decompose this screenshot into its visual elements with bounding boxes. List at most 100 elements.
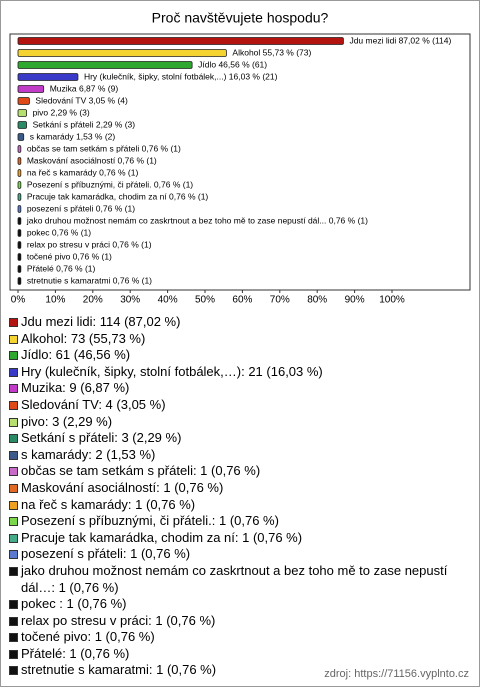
bar [17,85,45,93]
bar-label: jako druhou možnost nemám co zaskrtnout … [26,215,368,225]
legend-label: na řeč s kamarády: 1 (0,76 %) [21,496,196,512]
bar-label: Setkání s přáteli 2,29 % (3) [33,119,136,129]
bar-label: točené pivo 0,76 % (1) [27,251,112,261]
x-tick-label: 20% [83,295,103,306]
x-tick-label: 40% [158,295,178,306]
bar [17,229,22,237]
legend-entry: občas se tam setkám s přáteli: 1 (0,76 %… [9,463,471,480]
bar-label: Přátelé 0,76 % (1) [27,263,96,273]
x-tick-label: 80% [307,295,327,306]
legend-entry: na řeč s kamarády: 1 (0,76 %) [9,497,471,514]
legend-entry: Jdu mezi lidi: 114 (87,02 %) [9,314,471,331]
bar [17,181,22,189]
legend-label: Maskování asociálností: 1 (0,76 %) [21,479,224,495]
legend-swatch [9,517,18,527]
legend-swatch [9,616,18,626]
bar-label: stretnutie s kamaratmi 0,76 % (1) [27,275,152,285]
bar-label: Sledování TV 3,05 % (4) [35,95,128,105]
bar [17,277,22,285]
legend-swatch [9,666,18,676]
plot-frame [9,33,471,291]
bar-label: pivo 2,29 % (3) [33,107,90,117]
legend-label: Hry (kulečník, šipky, stolní fotbálek,…)… [21,363,323,379]
source: zdroj: https://71156.vyplnto.cz [324,668,469,680]
legend-entry: Přátelé: 1 (0,76 %) [9,646,471,663]
legend-entry: Sledování TV: 4 (3,05 %) [9,397,471,414]
legend-entry: Posezení s příbuznými, či přáteli.: 1 (0… [9,513,471,530]
x-tick-label: 90% [345,295,365,306]
legend-label: posezení s přáteli: 1 (0,76 %) [21,546,191,562]
legend-entry: Jídlo: 61 (46,56 %) [9,347,471,364]
x-tick-label: 50% [195,295,215,306]
legend-entry: Muzika: 9 (6,87 %) [9,380,471,397]
legend-entry: Maskování asociálností: 1 (0,76 %) [9,480,471,497]
legend-label: občas se tam setkám s přáteli: 1 (0,76 %… [21,463,261,479]
bar [17,157,22,165]
bar-label: Hry (kulečník, šipky, stolní fotbálek,..… [84,71,278,81]
legend-swatch [9,600,18,610]
legend-entry: stretnutie s kamaratmi: 1 (0,76 %) [9,662,471,679]
legend-label: pivo: 3 (2,29 %) [21,413,113,429]
bar-label: s kamarády 1,53 % (2) [30,131,116,141]
bar-label: Maskování asociálností 0,76 % (1) [27,155,157,165]
legend-entry: Hry (kulečník, šipky, stolní fotbálek,…)… [9,364,471,381]
x-tick-label: 60% [232,295,252,306]
bar-label: relax po stresu v práci 0,76 % (1) [27,239,152,249]
legend-label: s kamarády: 2 (1,53 %) [21,446,156,462]
legend-swatch [9,351,18,361]
legend-entry: jako druhou možnost nemám co zaskrtnout … [9,563,471,596]
bar [17,73,79,81]
legend-swatch [9,367,18,377]
legend-swatch [9,566,18,576]
legend-swatch [9,649,18,659]
bar [17,145,22,153]
legend-label: Sledování TV: 4 (3,05 %) [21,396,166,412]
legend-swatch [9,334,18,344]
legend-label: jako druhou možnost nemám co zaskrtnout … [21,562,448,595]
bar [17,253,22,261]
legend-entry: pivo: 3 (2,29 %) [9,414,471,431]
bar [17,217,22,225]
bar [17,241,22,249]
legend-label: Pracuje tak kamarádka, chodim za ní: 1 (… [21,529,303,545]
bar [17,61,193,69]
bar [17,121,27,129]
legend-label: Jdu mezi lidi: 114 (87,02 %) [21,314,181,329]
legend-entry: Alkohol: 73 (55,73 %) [9,331,471,348]
legend-entry: pokec : 1 (0,76 %) [9,596,471,613]
legend-swatch [9,417,18,427]
legend-swatch [9,633,18,643]
bar [17,109,27,117]
bar-label: posezení s přáteli 0,76 % (1) [27,203,135,213]
x-tick-label: 100% [379,295,405,306]
legend-entry: točené pivo: 1 (0,76 %) [9,629,471,646]
legend: Jdu mezi lidi: 114 (87,02 %) Alkohol: 73 … [9,314,471,679]
legend-swatch [9,434,18,444]
bar [17,193,22,201]
bar-label: Posezení s příbuznými, či přáteli. 0,76 … [27,179,193,189]
legend-label: Přátelé: 1 (0,76 %) [21,645,130,661]
bar [17,205,22,213]
bar-label: Muzika 6,87 % (9) [50,83,119,93]
legend-label: Muzika: 9 (6,87 %) [21,380,130,396]
legend-label: pokec : 1 (0,76 %) [21,596,127,612]
legend-entry: s kamarády: 2 (1,53 %) [9,447,471,464]
bar [17,265,22,273]
bar-label: občas se tam setkám s přáteli 0,76 % (1) [27,143,181,153]
bar [17,37,344,45]
bar [17,133,25,141]
legend-label: relax po stresu v práci: 1 (0,76 %) [21,612,216,628]
legend-label: točené pivo: 1 (0,76 %) [21,629,155,645]
chart-title: Proč navštěvujete hospodu? [152,10,329,26]
bar-label: na řeč s kamarády 0,76 % (1) [27,167,139,177]
bar [17,97,30,105]
legend-swatch [9,533,18,543]
bar-label: Jídlo 46,56 % (61) [198,59,267,69]
legend-entry: Setkání s přáteli: 3 (2,29 %) [9,430,471,447]
bar-label: pokec 0,76 % (1) [27,227,91,237]
legend-swatch [9,550,18,560]
legend-swatch [9,500,18,510]
legend-swatch [9,467,18,477]
legend-entry: relax po stresu v práci: 1 (0,76 %) [9,613,471,630]
